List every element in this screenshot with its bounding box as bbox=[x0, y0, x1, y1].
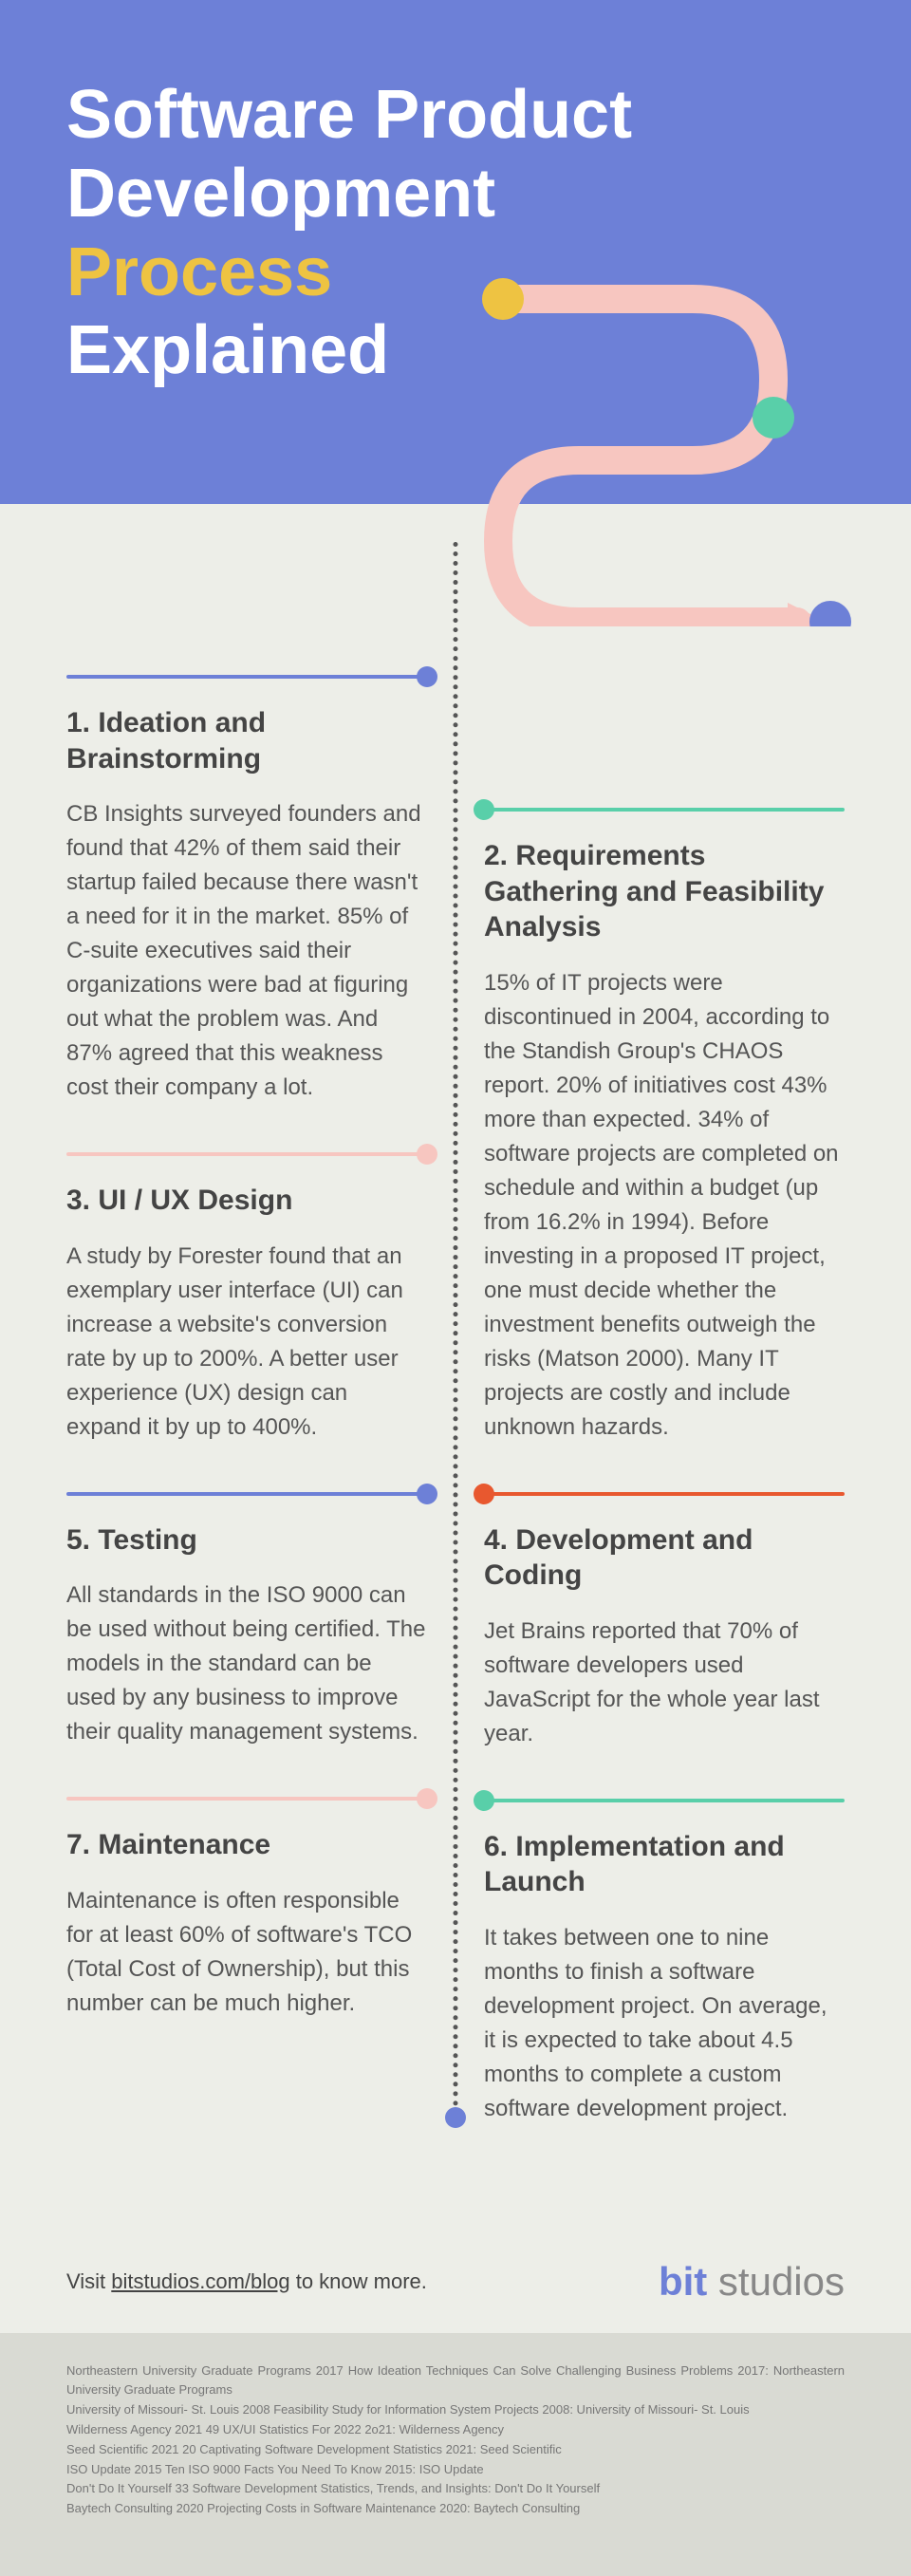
step-title: 1. Ideation and Brainstorming bbox=[66, 705, 427, 776]
title-line-2: Development bbox=[66, 156, 495, 232]
step-title: 5. Testing bbox=[66, 1522, 427, 1559]
step-title: 2. Requirements Gathering and Feasibilit… bbox=[484, 838, 845, 945]
left-column: 1. Ideation and Brainstorming CB Insights… bbox=[66, 675, 427, 2174]
title-line-1: Software Product bbox=[66, 77, 632, 153]
page-title: Software Product Development Process Exp… bbox=[66, 76, 845, 390]
step-dot bbox=[474, 1790, 494, 1811]
title-line-4: Explained bbox=[66, 312, 389, 388]
step-3: 3. UI / UX Design A study by Forester fou… bbox=[66, 1152, 427, 1445]
step-6: 6. Implementation and Launch It takes bet… bbox=[484, 1799, 845, 2126]
timeline-spine bbox=[454, 542, 458, 2117]
step-rule bbox=[484, 1492, 845, 1496]
step-dot bbox=[417, 1144, 437, 1165]
cta-link[interactable]: bitstudios.com/blog bbox=[111, 2269, 289, 2293]
step-body: All standards in the ISO 9000 can be use… bbox=[66, 1578, 427, 1749]
step-title: 7. Maintenance bbox=[66, 1827, 427, 1863]
step-dot bbox=[417, 1788, 437, 1809]
references: Northeastern University Graduate Program… bbox=[0, 2333, 911, 2576]
step-rule bbox=[66, 1492, 427, 1496]
step-body: It takes between one to nine months to f… bbox=[484, 1921, 845, 2126]
step-title: 4. Development and Coding bbox=[484, 1522, 845, 1594]
step-2: 2. Requirements Gathering and Feasibilit… bbox=[484, 808, 845, 1445]
cta-text: Visit bitstudios.com/blog to know more. bbox=[66, 2269, 427, 2294]
right-column: 2. Requirements Gathering and Feasibilit… bbox=[484, 675, 845, 2174]
step-dot bbox=[474, 799, 494, 820]
content-area: 1. Ideation and Brainstorming CB Insights… bbox=[0, 504, 911, 2231]
step-5: 5. Testing All standards in the ISO 9000 … bbox=[66, 1492, 427, 1750]
step-7: 7. Maintenance Maintenance is often respo… bbox=[66, 1797, 427, 2021]
spine-dot-bottom bbox=[445, 2107, 466, 2128]
step-4: 4. Development and Coding Jet Brains repo… bbox=[484, 1492, 845, 1751]
logo: bit studios bbox=[659, 2259, 845, 2305]
step-body: Maintenance is often responsible for at … bbox=[66, 1884, 427, 2021]
step-1: 1. Ideation and Brainstorming CB Insights… bbox=[66, 675, 427, 1105]
step-dot bbox=[474, 1484, 494, 1504]
swoosh-dot-2 bbox=[753, 397, 794, 439]
step-rule bbox=[66, 675, 427, 679]
step-body: A study by Forester found that an exempl… bbox=[66, 1240, 427, 1445]
step-body: 15% of IT projects were discontinued in … bbox=[484, 966, 845, 1445]
step-rule bbox=[484, 808, 845, 812]
logo-part-1: bit bbox=[659, 2259, 707, 2304]
step-body: CB Insights surveyed founders and found … bbox=[66, 797, 427, 1105]
step-dot bbox=[417, 666, 437, 687]
step-title: 6. Implementation and Launch bbox=[484, 1829, 845, 1900]
header: Software Product Development Process Exp… bbox=[0, 0, 911, 504]
footer-cta: Visit bitstudios.com/blog to know more. … bbox=[0, 2231, 911, 2333]
step-rule bbox=[66, 1797, 427, 1801]
spacer bbox=[484, 675, 845, 808]
step-body: Jet Brains reported that 70% of software… bbox=[484, 1615, 845, 1751]
step-rule bbox=[66, 1152, 427, 1156]
step-rule bbox=[484, 1799, 845, 1802]
step-dot bbox=[417, 1484, 437, 1504]
title-line-3: Process bbox=[66, 234, 332, 310]
logo-part-2: studios bbox=[707, 2259, 845, 2304]
step-title: 3. UI / UX Design bbox=[66, 1183, 427, 1219]
